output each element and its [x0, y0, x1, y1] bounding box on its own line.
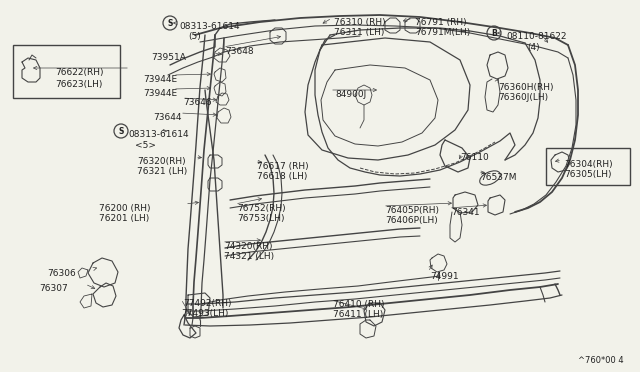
- Text: 74320(RH): 74320(RH): [224, 242, 273, 251]
- Text: 76537M: 76537M: [480, 173, 516, 182]
- Text: 77493(LH): 77493(LH): [181, 309, 228, 318]
- Text: 76341: 76341: [451, 208, 479, 217]
- Text: 76306: 76306: [47, 269, 76, 278]
- Text: ^760*00 4: ^760*00 4: [578, 356, 623, 365]
- Text: 76618 (LH): 76618 (LH): [257, 172, 307, 181]
- Text: 73648: 73648: [225, 47, 253, 56]
- Text: 08110-81622: 08110-81622: [506, 32, 566, 41]
- Text: (4): (4): [527, 43, 540, 52]
- Text: 76753(LH): 76753(LH): [237, 214, 285, 223]
- Text: 76360H(RH): 76360H(RH): [498, 83, 554, 92]
- Text: 08313-61614: 08313-61614: [128, 130, 189, 139]
- Text: 77492(RH): 77492(RH): [183, 299, 232, 308]
- Bar: [546, 148, 630, 185]
- Text: 73644: 73644: [153, 113, 182, 122]
- Text: 76752(RH): 76752(RH): [237, 204, 285, 213]
- Text: S: S: [167, 19, 173, 28]
- Text: 76623(LH): 76623(LH): [55, 80, 102, 89]
- Text: 76200 (RH): 76200 (RH): [99, 204, 150, 213]
- Text: B: B: [491, 29, 497, 38]
- Text: (5): (5): [188, 32, 201, 41]
- Text: 76410 (RH): 76410 (RH): [333, 300, 385, 309]
- Text: 74991: 74991: [430, 272, 459, 281]
- Text: 76791 (RH): 76791 (RH): [415, 18, 467, 27]
- Text: 76307: 76307: [39, 284, 68, 293]
- Text: <5>: <5>: [135, 141, 156, 150]
- Text: 73944E: 73944E: [143, 75, 177, 84]
- Text: 76791M(LH): 76791M(LH): [415, 28, 470, 37]
- Text: 74321 (LH): 74321 (LH): [224, 252, 274, 261]
- Text: 76311 (LH): 76311 (LH): [334, 28, 385, 37]
- Text: 76406P(LH): 76406P(LH): [385, 216, 438, 225]
- Text: 73646: 73646: [183, 98, 212, 107]
- Text: 76411 (LH): 76411 (LH): [333, 310, 383, 319]
- Text: 76201 (LH): 76201 (LH): [99, 214, 149, 223]
- Text: 84900J: 84900J: [335, 90, 366, 99]
- Text: 76320(RH): 76320(RH): [137, 157, 186, 166]
- Bar: [13, 45, 120, 98]
- Text: 76321 (LH): 76321 (LH): [137, 167, 188, 176]
- Text: 76305(LH): 76305(LH): [564, 170, 611, 179]
- Text: 76110: 76110: [460, 153, 489, 162]
- Text: 76304(RH): 76304(RH): [564, 160, 612, 169]
- Text: 76617 (RH): 76617 (RH): [257, 162, 308, 171]
- Text: 76622(RH): 76622(RH): [55, 68, 104, 77]
- Text: 76405P(RH): 76405P(RH): [385, 206, 439, 215]
- Text: 76360J(LH): 76360J(LH): [498, 93, 548, 102]
- Text: 73944E: 73944E: [143, 89, 177, 98]
- Text: 08313-61614: 08313-61614: [179, 22, 239, 31]
- Text: 76310 (RH): 76310 (RH): [334, 18, 386, 27]
- Text: 73951A: 73951A: [151, 53, 186, 62]
- Text: S: S: [118, 126, 124, 135]
